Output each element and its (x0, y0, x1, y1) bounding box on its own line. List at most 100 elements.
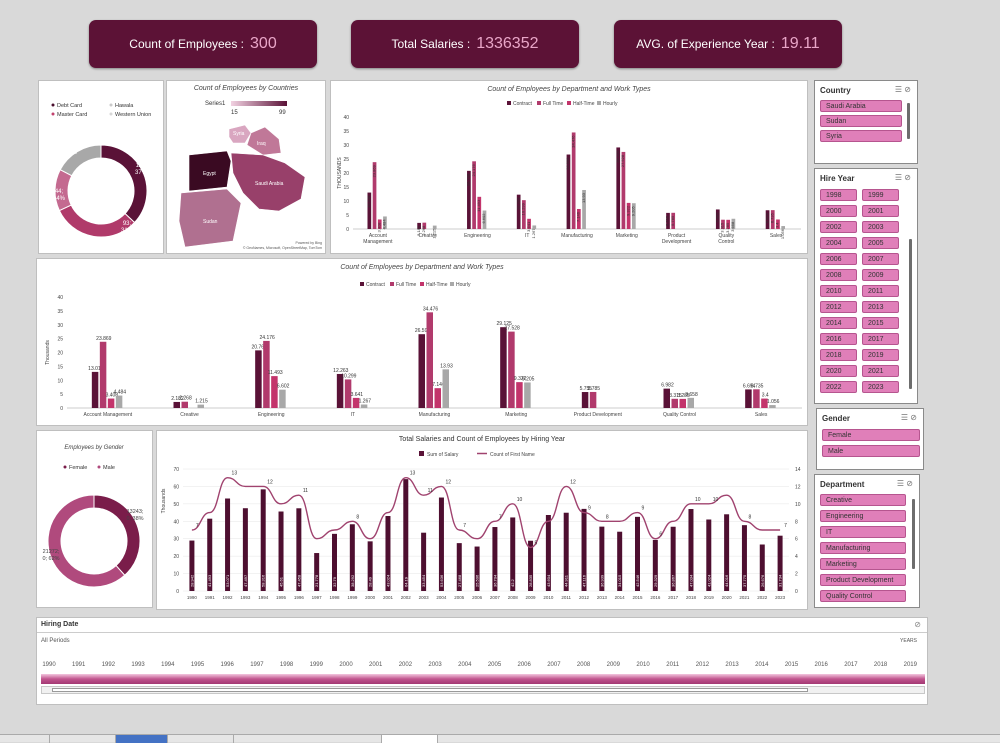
sheet-tab[interactable] (50, 735, 116, 743)
timeline-year-label[interactable]: 2018 (873, 662, 888, 668)
department-item[interactable]: IT (820, 526, 906, 538)
slicer-filter-icons[interactable]: ☰ ⊘ (896, 479, 913, 488)
salary-year-panel[interactable]: Total Salaries and Count of Employees by… (156, 430, 808, 610)
bar-value-label: 26.599 (415, 328, 431, 334)
hire-year-item[interactable]: 2001 (862, 205, 899, 217)
hire-year-item[interactable]: 2022 (820, 381, 857, 393)
sheet-tab-active[interactable] (116, 735, 168, 743)
hire-year-item[interactable]: 2003 (862, 221, 899, 233)
gender-donut-panel[interactable]: Employees by Gender Female Male 13243; 0; 38… (36, 430, 153, 608)
hire-year-slicer[interactable]: Hire Year ☰ ⊘ 1998 1999 2000 2001 2002 2003 20… (814, 168, 918, 404)
gender-item-female[interactable]: Female (822, 429, 920, 441)
hire-year-item[interactable]: 1998 (820, 189, 857, 201)
hire-year-item[interactable]: 2013 (862, 301, 899, 313)
timeline-year-label[interactable]: 2002 (398, 662, 413, 668)
hire-year-item[interactable]: 2014 (820, 317, 857, 329)
timeline-year-label[interactable]: 2008 (576, 662, 591, 668)
timeline-year-label[interactable]: 2019 (903, 662, 917, 668)
timeline-year-label[interactable]: 2009 (606, 662, 620, 668)
hiring-date-timeline[interactable]: Hiring Date ⊘ All Periods YEARS 1990 1991… (36, 617, 928, 705)
country-item-sudan[interactable]: Sudan (820, 115, 902, 127)
timeline-year-label[interactable]: 2010 (636, 662, 650, 668)
hire-year-item[interactable]: 1999 (862, 189, 899, 201)
timeline-year-label[interactable]: 2006 (517, 662, 531, 668)
country-item-syria[interactable]: Syria (820, 130, 902, 142)
y-tick-label: 35 (343, 129, 349, 135)
timeline-scrollbar-thumb[interactable] (52, 688, 808, 692)
sheet-tab[interactable] (234, 735, 382, 743)
hire-year-item[interactable]: 2015 (862, 317, 899, 329)
department-slicer[interactable]: Department ☰ ⊘ Creative Engineering IT Manu… (814, 474, 920, 608)
slicer-filter-icons[interactable]: ☰ ⊘ (894, 85, 911, 94)
timeline-year-label[interactable]: 1999 (309, 662, 323, 668)
timeline-year-label[interactable]: 2014 (755, 662, 769, 668)
hire-year-item[interactable]: 2017 (862, 333, 899, 345)
hire-year-item[interactable]: 2010 (820, 285, 857, 297)
country-slicer-scrollbar[interactable] (907, 103, 910, 139)
timeline-range-bar[interactable] (41, 674, 925, 684)
hire-year-item[interactable]: 2008 (820, 269, 857, 281)
timeline-year-label[interactable]: 2011 (666, 662, 680, 668)
sheet-tab[interactable] (382, 735, 438, 743)
hire-year-item[interactable]: 2016 (820, 333, 857, 345)
timeline-unit-label[interactable]: YEARS (900, 638, 917, 644)
slicer-filter-icons[interactable]: ☰ ⊘ (894, 173, 911, 182)
hire-year-item[interactable]: 2004 (820, 237, 857, 249)
country-slicer[interactable]: Country ☰ ⊘ Saudi Arabia Sudan Syria (814, 80, 918, 164)
hire-year-scrollbar[interactable] (909, 239, 912, 389)
timeline-year-label[interactable]: 2007 (547, 662, 561, 668)
timeline-year-label[interactable]: 1991 (72, 662, 86, 668)
timeline-year-label[interactable]: 1997 (250, 662, 264, 668)
hire-year-item[interactable]: 2021 (862, 365, 899, 377)
hire-year-item[interactable]: 2005 (862, 237, 899, 249)
timeline-year-label[interactable]: 2003 (428, 662, 442, 668)
timeline-year-label[interactable]: 2013 (725, 662, 739, 668)
department-item[interactable]: Product Development (820, 574, 906, 586)
timeline-year-label[interactable]: 2016 (814, 662, 828, 668)
hire-year-item[interactable]: 2000 (820, 205, 857, 217)
dept-chart-top-panel[interactable]: Count of Employees by Department and Wor… (330, 80, 808, 254)
sheet-tab[interactable] (168, 735, 234, 743)
timeline-year-label[interactable]: 2012 (695, 662, 710, 668)
department-item[interactable]: Manufacturing (820, 542, 906, 554)
hire-year-item[interactable]: 2018 (820, 349, 857, 361)
bar-value-label: 3.408 (376, 222, 381, 233)
timeline-year-label[interactable]: 1990 (42, 662, 56, 668)
timeline-year-label[interactable]: 2015 (784, 662, 799, 668)
hire-year-item[interactable]: 2020 (820, 365, 857, 377)
slicer-filter-icons[interactable]: ☰ ⊘ (900, 413, 917, 422)
hire-year-item[interactable]: 2019 (862, 349, 899, 361)
timeline-year-label[interactable]: 1993 (131, 662, 145, 668)
hire-year-item[interactable]: 2023 (862, 381, 899, 393)
country-item-saudi-arabia[interactable]: Saudi Arabia (820, 100, 902, 112)
timeline-year-label[interactable]: 2001 (369, 662, 383, 668)
timeline-year-label[interactable]: 1998 (279, 662, 294, 668)
hire-year-item[interactable]: 2002 (820, 221, 857, 233)
sheet-tab[interactable] (0, 735, 50, 743)
department-item[interactable]: Marketing (820, 558, 906, 570)
hire-year-item[interactable]: 2006 (820, 253, 857, 265)
hire-year-item[interactable]: 2011 (862, 285, 899, 297)
payment-donut-panel[interactable]: Debt Card Hawala Master Card Western Union 1… (38, 80, 164, 254)
gender-slicer[interactable]: Gender ☰ ⊘ Female Male (816, 408, 924, 470)
timeline-year-label[interactable]: 1996 (220, 662, 234, 668)
timeline-year-label[interactable]: 2004 (458, 662, 472, 668)
timeline-year-label[interactable]: 2005 (487, 662, 502, 668)
hire-year-item[interactable]: 2007 (862, 253, 899, 265)
dept-chart-wide-panel[interactable]: Count of Employees by Department and Wor… (36, 258, 808, 426)
timeline-clear-filter-icon[interactable]: ⊘ (914, 620, 921, 629)
map-panel[interactable]: Count of Employees by Countries Series1 … (166, 80, 326, 254)
department-item[interactable]: Engineering (820, 510, 906, 522)
hire-year-item[interactable]: 2012 (820, 301, 857, 313)
timeline-year-label[interactable]: 1994 (161, 662, 175, 668)
timeline-scrollbar[interactable] (41, 686, 925, 694)
timeline-year-label[interactable]: 2000 (339, 662, 353, 668)
department-scrollbar[interactable] (912, 499, 915, 569)
timeline-year-label[interactable]: 1995 (190, 662, 205, 668)
hire-year-item[interactable]: 2009 (862, 269, 899, 281)
gender-item-male[interactable]: Male (822, 445, 920, 457)
department-item[interactable]: Quality Control (820, 590, 906, 602)
timeline-year-label[interactable]: 1992 (101, 662, 116, 668)
timeline-year-label[interactable]: 2017 (844, 662, 858, 668)
department-item[interactable]: Creative (820, 494, 906, 506)
